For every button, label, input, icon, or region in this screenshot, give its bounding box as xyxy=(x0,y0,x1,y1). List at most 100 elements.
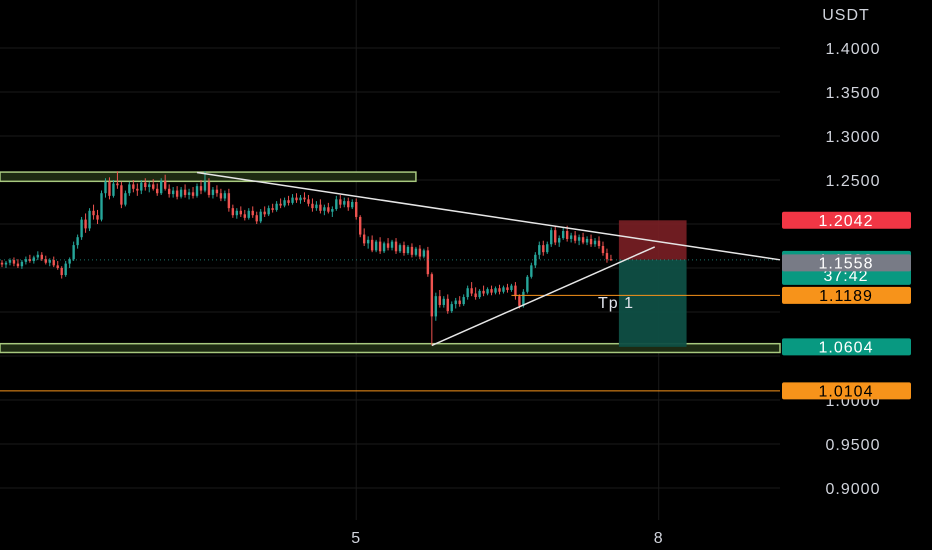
candle xyxy=(323,204,326,216)
candle-body xyxy=(156,188,159,194)
candle-body xyxy=(474,293,477,298)
candle-body xyxy=(191,192,195,196)
candle-body xyxy=(167,188,171,195)
candle xyxy=(414,246,418,257)
candle xyxy=(554,225,557,246)
candle-body xyxy=(597,240,601,246)
candle-body xyxy=(28,259,32,261)
candle-body xyxy=(80,219,83,238)
candle xyxy=(179,187,183,199)
candle-body xyxy=(116,183,119,186)
candle-body xyxy=(32,257,36,261)
candle-body xyxy=(44,259,47,263)
descending-trendline[interactable] xyxy=(196,171,781,261)
candle-body xyxy=(362,234,366,244)
countdown-timer: 37:42 xyxy=(823,268,868,285)
candle xyxy=(450,301,453,313)
candle-body xyxy=(347,201,350,208)
candle xyxy=(175,186,179,200)
candle-body xyxy=(510,285,513,290)
candle xyxy=(4,260,8,268)
candle xyxy=(311,198,314,212)
candle-body xyxy=(538,245,541,255)
candle xyxy=(171,187,175,198)
candle-body xyxy=(152,184,155,189)
drawings[interactable] xyxy=(0,171,781,392)
candle xyxy=(128,181,131,196)
candle xyxy=(530,262,533,279)
candle xyxy=(267,205,270,217)
ascending-trendline[interactable] xyxy=(431,246,656,347)
candle-body xyxy=(593,240,597,245)
price-tag-value: 1.0604 xyxy=(819,339,874,356)
candle xyxy=(569,232,573,243)
candle xyxy=(339,194,342,209)
price-tick-label: 0.9500 xyxy=(826,437,881,454)
candle-body xyxy=(144,182,147,188)
candle-body xyxy=(207,181,211,195)
candle xyxy=(64,260,67,277)
candle xyxy=(92,204,95,220)
candle xyxy=(605,248,609,263)
candle-body xyxy=(339,199,342,205)
candle-body xyxy=(132,184,135,189)
candle xyxy=(203,171,207,193)
take-profit-area[interactable] xyxy=(618,259,687,347)
candle xyxy=(223,190,227,202)
candle-body xyxy=(514,285,517,297)
candle-body xyxy=(343,201,346,205)
candle-body xyxy=(442,298,445,305)
candle xyxy=(482,285,485,297)
price-tick-label: 1.3000 xyxy=(826,129,881,146)
candle-body xyxy=(40,254,43,260)
candle xyxy=(550,227,553,247)
candle xyxy=(199,180,203,195)
candle-body xyxy=(482,290,485,294)
time-tick-label: 5 xyxy=(351,530,361,547)
target-level-tag: 1.0604 xyxy=(782,338,911,356)
price-tick-label: 0.9000 xyxy=(826,481,881,498)
candle xyxy=(227,188,231,212)
candle xyxy=(510,283,513,292)
support-zone[interactable] xyxy=(0,342,781,354)
candle xyxy=(410,243,414,258)
candle xyxy=(0,260,4,268)
candle xyxy=(546,241,549,254)
candle xyxy=(402,241,406,256)
candle-body xyxy=(351,202,354,208)
candle-body xyxy=(235,210,239,216)
candle-body xyxy=(398,245,402,252)
candle-body xyxy=(601,246,605,254)
candle-body xyxy=(259,211,262,222)
tp1-label: Tp 1 xyxy=(598,295,634,312)
candle xyxy=(136,183,139,196)
candle xyxy=(601,241,605,256)
candle-body xyxy=(0,262,4,265)
candle xyxy=(44,255,47,265)
candle-body xyxy=(506,287,509,290)
candle-body xyxy=(370,239,374,251)
candle xyxy=(315,201,318,211)
candle xyxy=(84,213,87,233)
position-tool[interactable] xyxy=(618,220,687,347)
candle xyxy=(593,238,597,247)
price-axis[interactable]: USDT 1.40001.35001.30001.25001.00000.950… xyxy=(822,7,880,498)
candle xyxy=(167,184,171,198)
candle-body xyxy=(239,210,242,215)
candle xyxy=(183,184,187,198)
candle xyxy=(538,241,541,260)
candle-body xyxy=(56,265,59,268)
candle-body xyxy=(171,190,175,195)
resistance-zone[interactable] xyxy=(0,171,417,183)
candle-body xyxy=(231,208,235,216)
candle-body xyxy=(530,265,533,277)
candle xyxy=(215,185,219,197)
candle-body xyxy=(335,199,338,210)
candle-body xyxy=(311,203,314,209)
currency-label: USDT xyxy=(822,7,870,24)
candle xyxy=(152,179,155,191)
candle-body xyxy=(589,238,593,245)
candle xyxy=(251,206,254,218)
